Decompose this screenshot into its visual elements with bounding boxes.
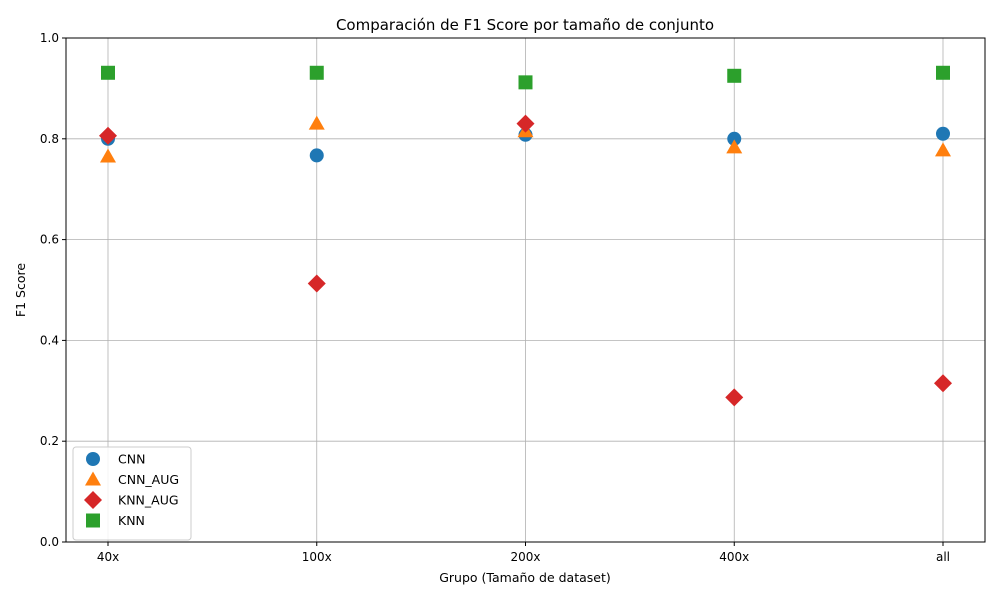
point-knn-aug (725, 388, 744, 407)
legend-box (72, 446, 192, 541)
legend-marker-knn (86, 513, 100, 528)
plot-frame (65, 37, 986, 543)
x-tick-label: all (936, 550, 950, 564)
data-points (99, 65, 952, 407)
point-cnn (309, 148, 324, 163)
legend-label-knn: KNN (118, 513, 145, 528)
point-knn (309, 65, 324, 80)
point-cnn (727, 131, 742, 146)
point-knn (101, 65, 115, 80)
x-tick-label: 400x (719, 550, 749, 564)
point-knn (936, 65, 950, 80)
y-tick-label: 0.0 (40, 535, 59, 549)
point-cnn-aug (935, 142, 951, 157)
x-tick-label: 100x (302, 550, 332, 564)
legend-marker-cnn (86, 452, 100, 466)
y-tick-label: 0.2 (40, 434, 59, 448)
y-tick-label: 0.4 (40, 333, 59, 347)
legend-label-cnn: CNN (118, 452, 145, 467)
axis-ticks: 0.0 0.2 0.4 0.6 0.8 1.0 40x 100x 200x 400x all (40, 31, 950, 564)
legend: CNN CNN_AUG KNN_AUG KNN (72, 446, 192, 541)
legend-marker-knn-aug (84, 491, 102, 509)
point-knn-aug (307, 274, 326, 293)
y-tick-label: 1.0 (40, 31, 59, 45)
x-tick-label: 200x (510, 550, 540, 564)
legend-label-cnn-aug: CNN_AUG (118, 472, 179, 487)
x-axis-label: Grupo (Tamaño de dataset) (439, 570, 611, 585)
point-cnn-aug (100, 148, 116, 163)
y-tick-label: 0.6 (40, 233, 59, 247)
point-knn-aug (516, 114, 535, 133)
y-axis-label: F1 Score (13, 263, 28, 317)
point-cnn-aug (726, 139, 743, 154)
legend-marker-cnn-aug (85, 471, 101, 486)
point-knn-aug (99, 126, 117, 145)
legend-label-knn-aug: KNN_AUG (118, 493, 179, 508)
y-tick-label: 0.8 (40, 132, 59, 146)
point-knn (727, 68, 742, 83)
grid (66, 37, 985, 543)
point-knn (518, 75, 533, 90)
point-knn-aug (934, 374, 952, 393)
chart-title: Comparación de F1 Score por tamaño de co… (336, 16, 714, 34)
x-tick-label: 40x (97, 550, 119, 564)
point-cnn-aug (308, 115, 325, 130)
point-cnn (936, 126, 950, 141)
